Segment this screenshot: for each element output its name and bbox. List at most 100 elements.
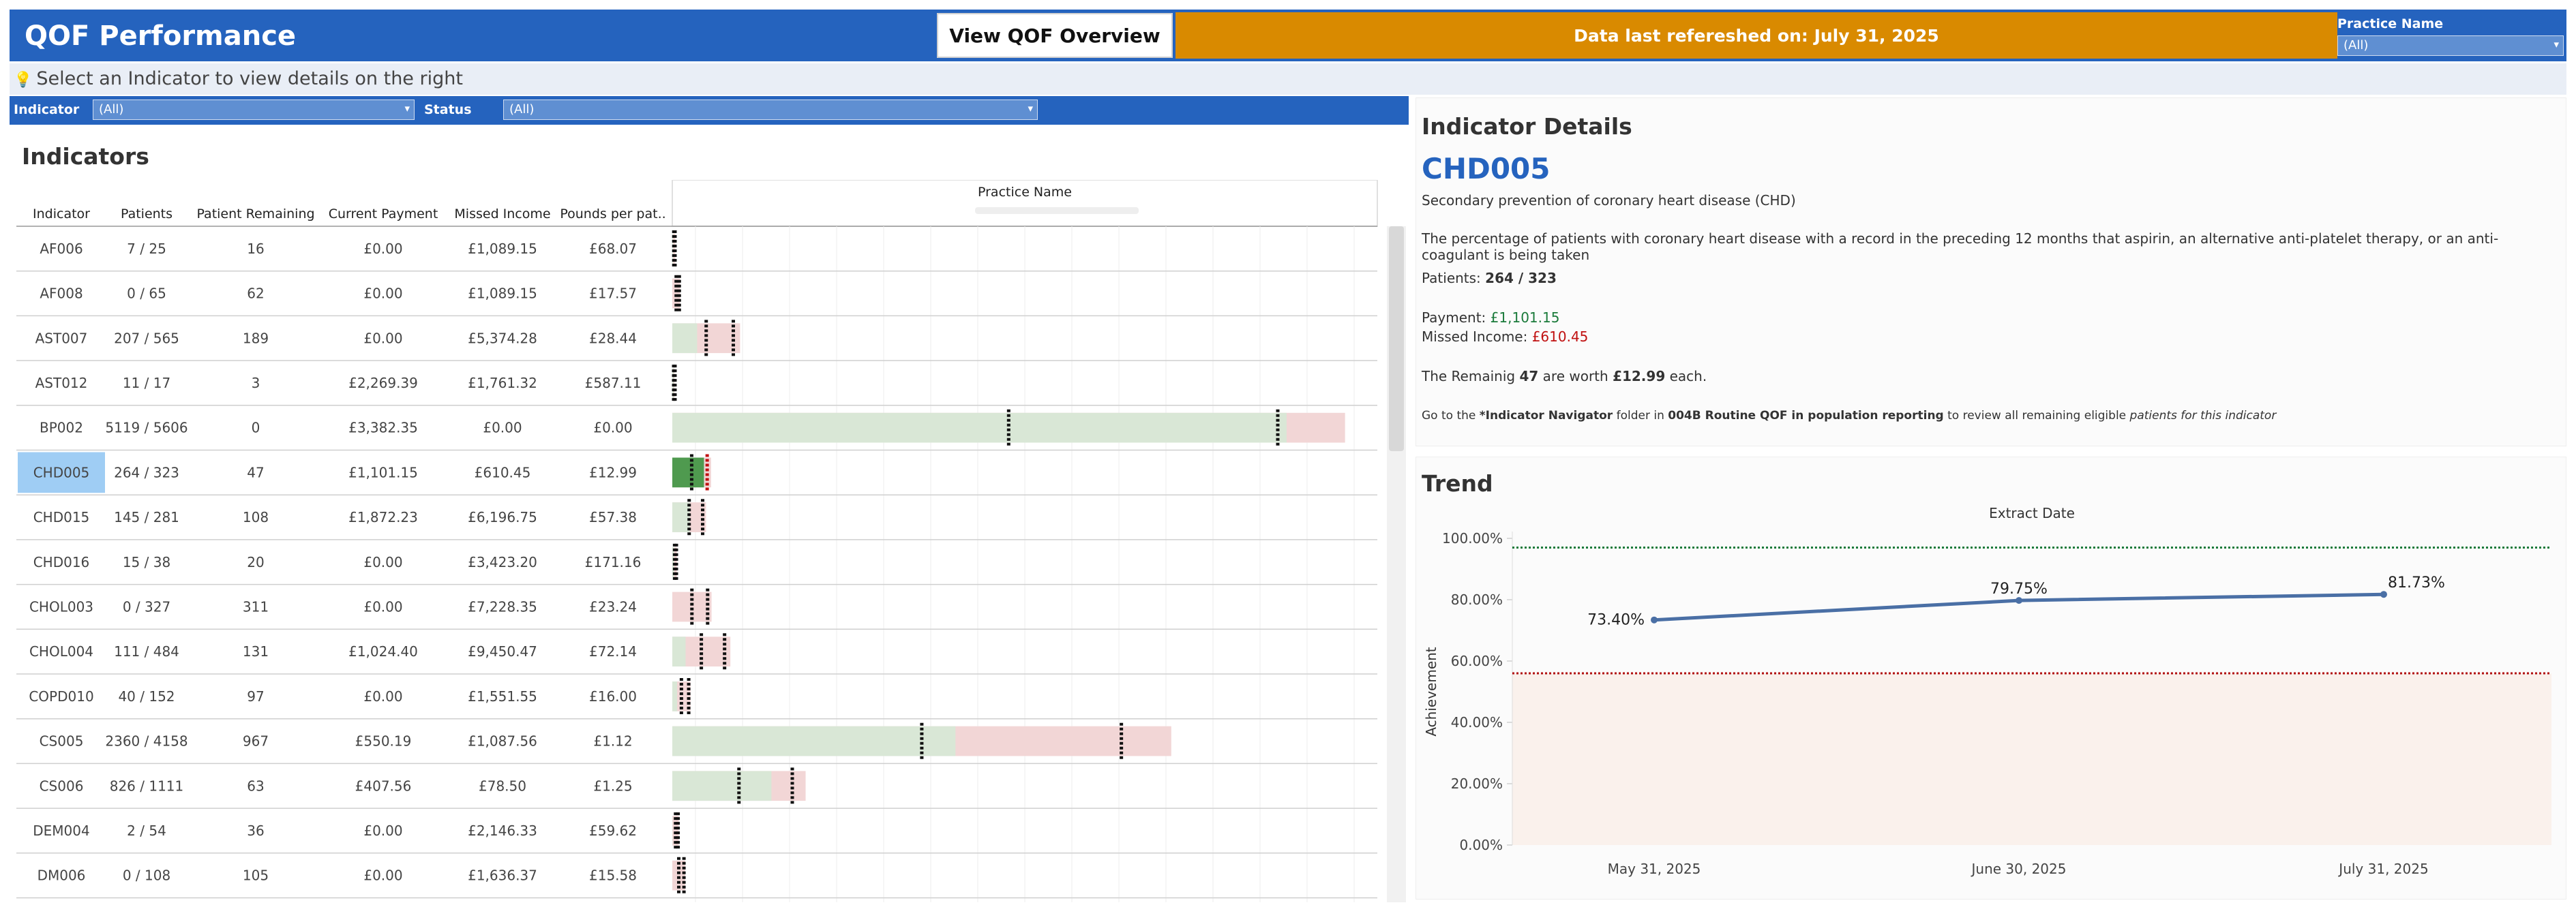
indicator-code-cell[interactable]: AST007	[35, 330, 88, 346]
bar-total	[672, 278, 680, 309]
missed-income-cell: £5,374.28	[468, 330, 537, 346]
table-row[interactable]: AF006 7 / 25 16 £0.00 £1,089.15 £68.07	[16, 230, 1377, 272]
indicator-code-cell[interactable]: CHOL004	[29, 643, 93, 660]
bar-achieved	[672, 547, 674, 577]
indicator-filter-select[interactable]: (All) ▾	[93, 99, 415, 120]
missed-income-cell: £1,636.37	[468, 868, 537, 884]
bar-achieved	[672, 636, 686, 666]
indicator-code-cell[interactable]: CHD015	[33, 509, 90, 525]
patients-cell: 15 / 38	[123, 554, 170, 570]
indicator-filter-value: (All)	[99, 102, 124, 117]
table-row[interactable]: COPD010 40 / 152 97 £0.00 £1,551.55 £16.00	[16, 678, 1377, 720]
status-filter-select[interactable]: (All) ▾	[503, 99, 1038, 120]
missed-income-cell: £0.00	[483, 420, 522, 436]
indicator-details-title: Indicator Details	[1422, 113, 1632, 140]
hint-text: Select an Indicator to view details on t…	[36, 68, 463, 89]
payment-cell: £550.19	[355, 733, 412, 750]
indicator-code-cell[interactable]: CS005	[40, 733, 84, 750]
table-row[interactable]: AST012 11 / 17 3 £2,269.39 £1,761.32 £587.11	[16, 365, 1377, 406]
remaining-cell: 131	[243, 643, 269, 660]
y-axis-title: Achievement	[1423, 647, 1439, 736]
indicator-code-cell[interactable]: BP002	[40, 420, 83, 436]
column-header[interactable]: Patients	[121, 206, 173, 221]
missed-income-cell: £3,423.20	[468, 554, 537, 570]
remaining-cell: 189	[243, 330, 269, 346]
navigator-note: Go to the *Indicator Navigator folder in…	[1422, 409, 2276, 423]
bar-achieved	[672, 681, 678, 711]
indicator-code-cell[interactable]: AST012	[35, 375, 88, 391]
table-scrollbar-thumb[interactable]	[1389, 226, 1404, 451]
data-label: 81.73%	[2388, 574, 2445, 592]
achievement-point[interactable]	[2016, 597, 2022, 604]
missed-income-cell: £7,228.35	[468, 598, 537, 615]
indicator-code-cell[interactable]: DEM004	[33, 823, 89, 839]
y-tick-label: 20.00%	[1451, 776, 1503, 792]
patients-cell: 11 / 17	[123, 375, 170, 391]
indicators-table: Practice Name Indicator Patients Patient Re…	[16, 180, 1406, 902]
status-filter-label: Status	[424, 102, 472, 117]
remaining-cell: 97	[247, 688, 264, 705]
missed-income-cell: £1,551.55	[468, 688, 537, 705]
bar-total	[672, 234, 676, 264]
table-row[interactable]: AF008 0 / 65 62 £0.00 £1,089.15 £17.57	[16, 275, 1377, 317]
remaining-value: £12.99	[1613, 368, 1666, 384]
practice-name-redacted	[975, 207, 1139, 214]
indicator-filter-label: Indicator	[14, 102, 80, 117]
pounds-per-patient-cell: £1.12	[593, 733, 632, 750]
practice-name-select[interactable]: (All) ▾	[2337, 35, 2564, 56]
indicator-code-cell[interactable]: DM006	[38, 868, 86, 884]
table-row[interactable]: CS006 826 / 1111 63 £407.56 £78.50 £1.25	[16, 767, 1377, 809]
table-row[interactable]: DEM004 2 / 54 36 £0.00 £2,146.33 £59.62	[16, 812, 1377, 854]
remaining-cell: 36	[247, 823, 264, 839]
indicator-code-cell[interactable]: AF008	[40, 286, 83, 302]
indicator-code-cell[interactable]: CHD016	[33, 554, 90, 570]
lightbulb-icon: 💡	[14, 72, 33, 89]
column-header[interactable]: Pounds per pat..	[560, 206, 665, 221]
table-row[interactable]: CHOL003 0 / 327 311 £0.00 £7,228.35 £23.24	[16, 588, 1377, 630]
table-row[interactable]: CHD016 15 / 38 20 £0.00 £3,423.20 £171.16	[16, 543, 1377, 585]
table-row[interactable]: CHD015 145 / 281 108 £1,872.23 £6,196.75 £57.…	[16, 499, 1377, 540]
pounds-per-patient-cell: £1.25	[593, 778, 632, 794]
practice-name-value: (All)	[2343, 38, 2369, 52]
payment-cell: £0.00	[363, 868, 402, 884]
patients-cell: 2 / 54	[127, 823, 166, 839]
table-row[interactable]: BP002 5119 / 5606 0 £3,382.35 £0.00 £0.00	[16, 409, 1377, 451]
column-header[interactable]: Missed Income	[454, 206, 550, 221]
remaining-post: each.	[1669, 368, 1707, 384]
missed-income-cell: £1,761.32	[468, 375, 537, 391]
remaining-cell: 63	[247, 778, 264, 794]
remaining-cell: 16	[247, 241, 264, 257]
indicator-code-cell[interactable]: CHOL003	[29, 598, 93, 615]
pounds-per-patient-cell: £68.07	[589, 241, 637, 257]
y-tick-label: 0.00%	[1459, 837, 1503, 853]
table-row[interactable]: DM006 0 / 108 105 £0.00 £1,636.37 £15.58	[16, 857, 1377, 899]
remaining-cell: 47	[247, 464, 264, 480]
achievement-point[interactable]	[2380, 591, 2387, 598]
pounds-per-patient-cell: £12.99	[589, 464, 637, 480]
patients-cell: 2360 / 4158	[105, 733, 188, 750]
achievement-point[interactable]	[1651, 616, 1658, 624]
indicator-code-cell[interactable]: CS006	[40, 778, 84, 794]
trend-chart: Extract Date Achievement 0.00% 20.00% 40.00%…	[1423, 508, 2551, 877]
bar-header-box	[672, 180, 1378, 227]
table-row[interactable]: AST007 207 / 565 189 £0.00 £5,374.28 £28.44	[16, 320, 1377, 361]
missed-income-label: Missed Income:	[1422, 328, 1528, 345]
column-header[interactable]: Patient Remaining	[196, 206, 314, 221]
indicator-code-cell[interactable]: COPD010	[29, 688, 93, 705]
table-row[interactable]: CS005 2360 / 4158 967 £550.19 £1,087.56 £1.12	[16, 722, 1377, 765]
x-tick-label: May 31, 2025	[1608, 861, 1701, 877]
pounds-per-patient-cell: £72.14	[589, 643, 637, 660]
missed-income-cell: £1,089.15	[468, 241, 537, 257]
table-row[interactable]: CHOL004 111 / 484 131 £1,024.40 £9,450.47 £72…	[16, 633, 1377, 675]
bar-total	[672, 547, 677, 577]
column-header[interactable]: Current Payment	[329, 206, 438, 221]
payment-cell: £407.56	[355, 778, 412, 794]
indicator-code-cell[interactable]: CHD005	[33, 464, 90, 480]
bar-achieved	[672, 771, 772, 801]
remaining-count: 47	[1519, 368, 1539, 384]
column-header[interactable]: Indicator	[33, 206, 90, 221]
table-row[interactable]: CHD005 264 / 323 47 £1,101.15 £610.45 £12.99	[16, 452, 1377, 495]
view-qof-overview-button[interactable]: View QOF Overview	[937, 13, 1173, 58]
chevron-down-icon: ▾	[1028, 102, 1033, 114]
indicator-code-cell[interactable]: AF006	[40, 241, 83, 257]
